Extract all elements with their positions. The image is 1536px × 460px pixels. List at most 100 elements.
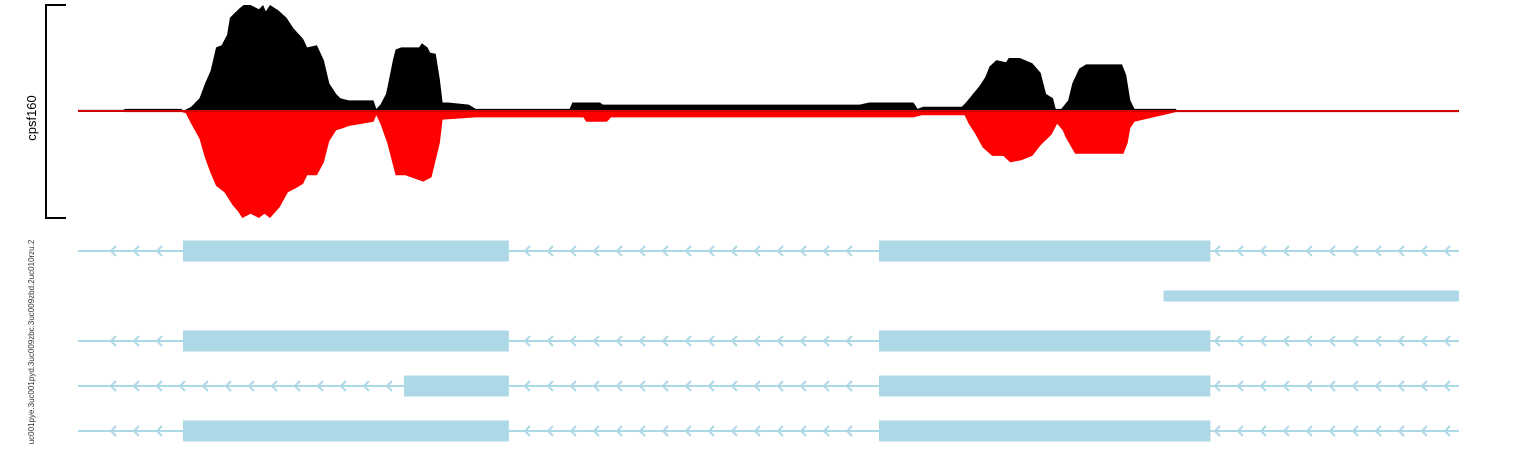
strand-chevron bbox=[753, 245, 761, 257]
strand-chevron bbox=[178, 380, 186, 392]
strand-chevron bbox=[523, 380, 531, 392]
strand-chevron bbox=[1282, 380, 1290, 392]
strand-chevron bbox=[592, 245, 600, 257]
strand-chevron bbox=[1282, 245, 1290, 257]
strand-chevron bbox=[1397, 335, 1405, 347]
strand-chevron bbox=[707, 380, 715, 392]
strand-chevron bbox=[1236, 245, 1244, 257]
strand-chevron bbox=[1259, 425, 1267, 437]
transcript-uc009zbd.2 bbox=[1163, 290, 1459, 302]
strand-chevron bbox=[684, 335, 692, 347]
strand-chevron bbox=[753, 380, 761, 392]
strand-chevron bbox=[569, 245, 577, 257]
transcript-uc009zbc.3 bbox=[78, 330, 1459, 352]
strand-chevron bbox=[615, 245, 623, 257]
strand-chevron bbox=[1443, 425, 1451, 437]
strand-chevron bbox=[776, 245, 784, 257]
strand-chevron bbox=[546, 380, 554, 392]
strand-chevron bbox=[592, 380, 600, 392]
strand-chevron bbox=[845, 380, 853, 392]
exon-block bbox=[878, 330, 1211, 352]
y-scale-bracket bbox=[45, 4, 66, 219]
strand-chevron bbox=[684, 380, 692, 392]
strand-chevron bbox=[822, 380, 830, 392]
strand-chevron bbox=[845, 245, 853, 257]
strand-chevron bbox=[1305, 425, 1313, 437]
strand-chevron bbox=[1374, 380, 1382, 392]
strand-chevron bbox=[1351, 335, 1359, 347]
strand-chevron bbox=[799, 425, 807, 437]
strand-chevron bbox=[109, 425, 117, 437]
strand-chevron bbox=[684, 245, 692, 257]
transcript-track-label: uc001pye.3uc001pyd.3uc009zbc.3uc009zbd.2… bbox=[27, 239, 36, 444]
transcript-track: uc001pye.3uc001pyd.3uc009zbc.3uc009zbd.2… bbox=[27, 239, 1459, 444]
strand-chevron bbox=[362, 380, 370, 392]
strand-chevron bbox=[132, 245, 140, 257]
strand-chevron bbox=[569, 380, 577, 392]
exon-block bbox=[1163, 290, 1459, 302]
strand-chevron bbox=[316, 380, 324, 392]
strand-chevron bbox=[569, 425, 577, 437]
strand-chevron bbox=[1420, 380, 1428, 392]
strand-chevron bbox=[1213, 425, 1221, 437]
strand-chevron bbox=[247, 380, 255, 392]
strand-chevron bbox=[1259, 245, 1267, 257]
strand-chevron bbox=[1236, 380, 1244, 392]
strand-chevron bbox=[1420, 335, 1428, 347]
strand-chevron bbox=[132, 380, 140, 392]
strand-chevron bbox=[822, 425, 830, 437]
strand-chevron bbox=[109, 380, 117, 392]
strand-chevron bbox=[615, 425, 623, 437]
strand-chevron bbox=[661, 380, 669, 392]
strand-chevron bbox=[546, 245, 554, 257]
strand-chevron bbox=[707, 425, 715, 437]
strand-chevron bbox=[339, 380, 347, 392]
strand-chevron bbox=[155, 245, 163, 257]
strand-chevron bbox=[1213, 335, 1221, 347]
strand-chevron bbox=[523, 335, 531, 347]
strand-chevron bbox=[1305, 380, 1313, 392]
strand-chevron bbox=[1328, 335, 1336, 347]
strand-chevron bbox=[592, 425, 600, 437]
strand-chevron bbox=[799, 335, 807, 347]
strand-chevron bbox=[523, 425, 531, 437]
strand-chevron bbox=[1374, 425, 1382, 437]
coverage-track-label: cpsf160 bbox=[24, 95, 39, 141]
strand-chevron bbox=[845, 425, 853, 437]
strand-chevron bbox=[109, 245, 117, 257]
strand-chevron bbox=[1328, 245, 1336, 257]
transcript-uc001pyd.3 bbox=[78, 375, 1459, 397]
strand-chevron bbox=[1282, 335, 1290, 347]
strand-chevron bbox=[1236, 335, 1244, 347]
strand-chevron bbox=[569, 335, 577, 347]
strand-chevron bbox=[224, 380, 232, 392]
strand-chevron bbox=[1397, 380, 1405, 392]
strand-chevron bbox=[109, 335, 117, 347]
strand-chevron bbox=[1282, 425, 1290, 437]
strand-chevron bbox=[730, 335, 738, 347]
strand-chevron bbox=[1397, 245, 1405, 257]
strand-chevron bbox=[776, 380, 784, 392]
strand-chevron bbox=[776, 335, 784, 347]
strand-chevron bbox=[1443, 380, 1451, 392]
strand-chevron bbox=[546, 425, 554, 437]
strand-chevron bbox=[638, 380, 646, 392]
strand-chevron bbox=[155, 425, 163, 437]
strand-chevron bbox=[776, 425, 784, 437]
strand-chevron bbox=[1236, 425, 1244, 437]
coverage-positive-area bbox=[78, 5, 1459, 111]
strand-chevron bbox=[1420, 245, 1428, 257]
strand-chevron bbox=[1374, 335, 1382, 347]
exon-block bbox=[878, 375, 1211, 397]
strand-chevron bbox=[1351, 425, 1359, 437]
strand-chevron bbox=[822, 335, 830, 347]
strand-chevron bbox=[707, 245, 715, 257]
strand-chevron bbox=[822, 245, 830, 257]
strand-chevron bbox=[1259, 380, 1267, 392]
strand-chevron bbox=[730, 425, 738, 437]
strand-chevron bbox=[684, 425, 692, 437]
strand-chevron bbox=[753, 425, 761, 437]
strand-chevron bbox=[753, 335, 761, 347]
strand-chevron bbox=[1397, 425, 1405, 437]
strand-chevron bbox=[1443, 245, 1451, 257]
